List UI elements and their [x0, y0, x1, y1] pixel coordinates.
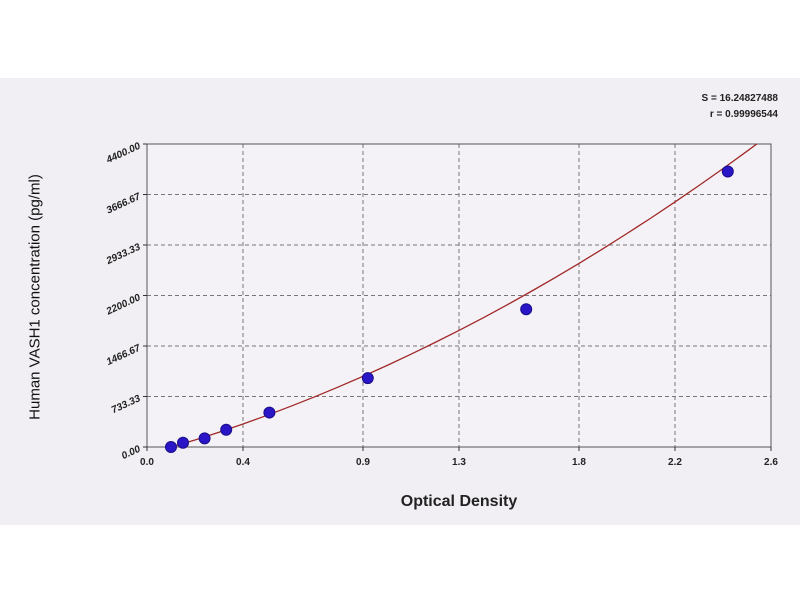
y-tick-label: 733.33 — [110, 393, 143, 416]
data-point — [520, 303, 533, 316]
data-point — [263, 406, 276, 419]
data-point — [198, 432, 211, 445]
data-point — [721, 165, 734, 178]
data-point — [177, 436, 189, 449]
data-point — [361, 372, 374, 385]
x-tick-label: 0.9 — [356, 457, 370, 468]
y-tick-label: 2933.33 — [104, 242, 143, 268]
x-tick-label: 2.2 — [668, 457, 682, 468]
y-tick-label: 2200.00 — [104, 292, 143, 318]
data-point — [165, 441, 177, 453]
x-tick-label: 0.0 — [140, 457, 154, 468]
data-point — [220, 423, 233, 436]
y-tick-label: 1466.67 — [105, 343, 143, 368]
fit-statistics: S = 16.24827488 r = 0.99996544 — [702, 91, 778, 123]
y-tick-label: 4400.00 — [104, 141, 143, 167]
y-tick-label: 3666.67 — [105, 191, 143, 216]
x-tick-label: 0.4 — [236, 457, 250, 468]
x-tick-label: 1.8 — [572, 457, 586, 468]
x-tick-label: 2.6 — [764, 457, 778, 468]
fit-s-value: S = 16.24827488 — [701, 93, 778, 104]
x-tick-label: 1.3 — [452, 457, 466, 468]
fit-r-value: r = 0.99996544 — [709, 109, 778, 120]
x-axis-label: Optical Density — [400, 493, 518, 510]
